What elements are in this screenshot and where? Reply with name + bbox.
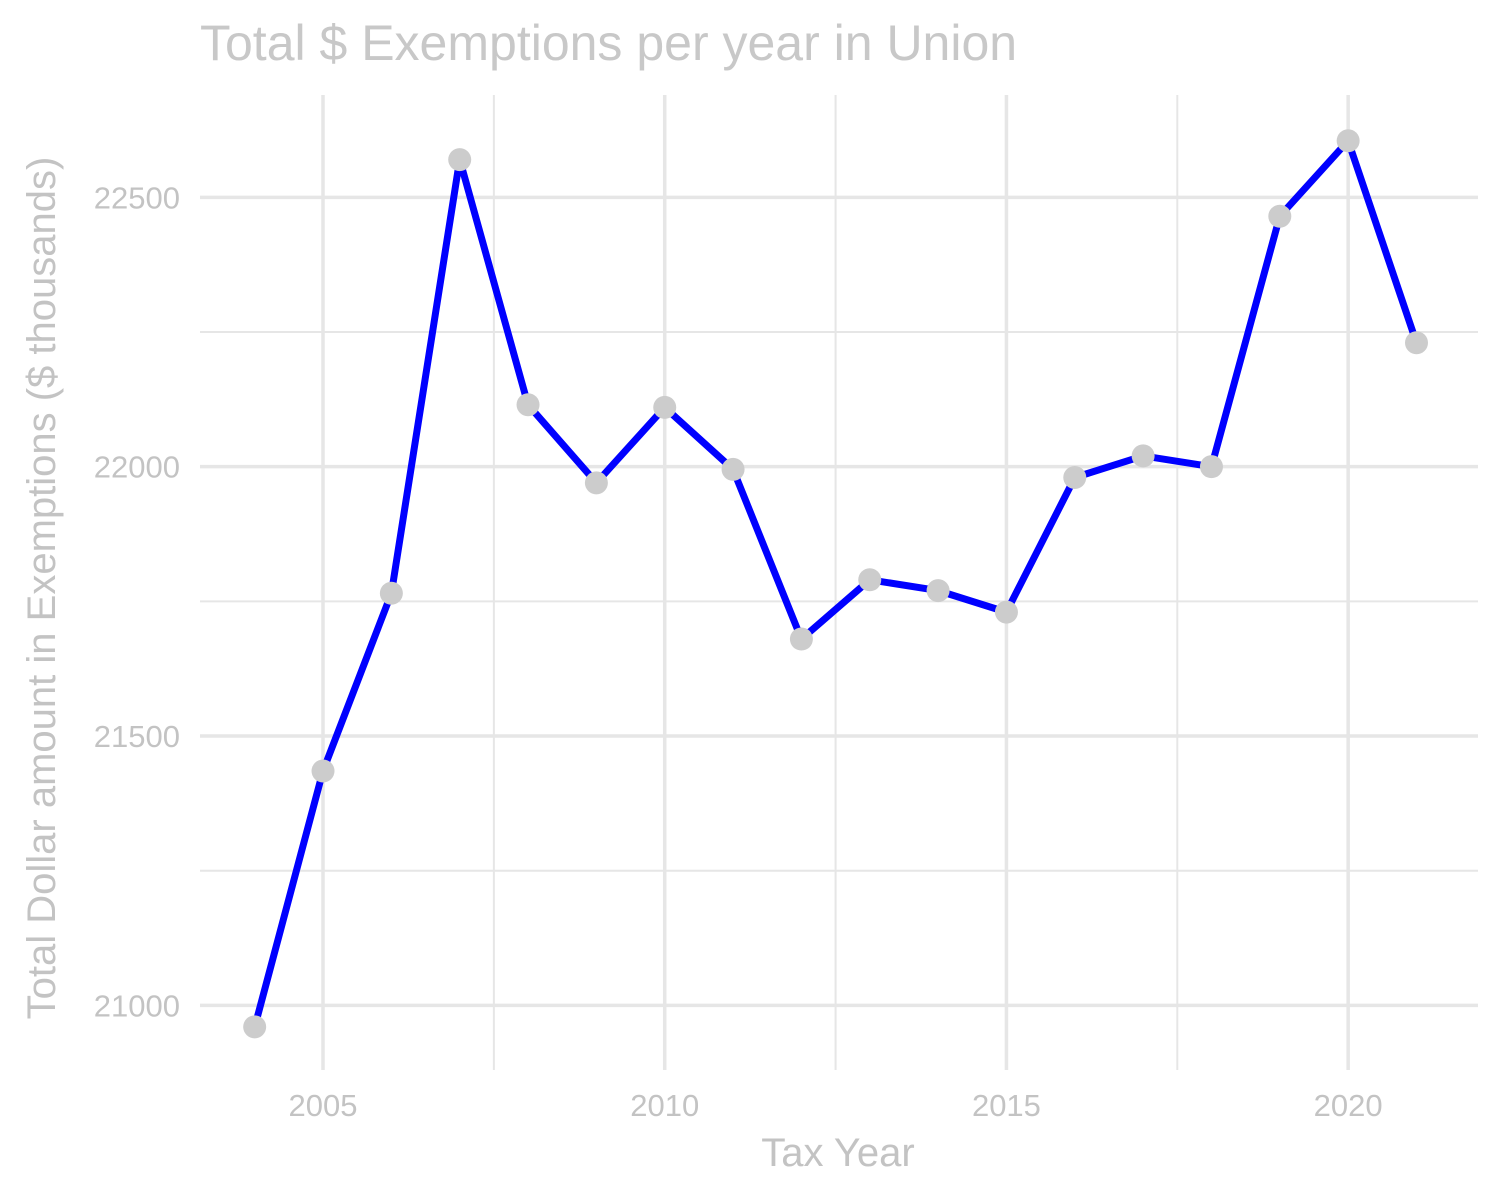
y-tick-label: 21000: [94, 988, 180, 1023]
x-axis-label: Tax Year: [761, 1131, 914, 1175]
data-point: [926, 579, 950, 603]
data-point: [379, 581, 403, 605]
x-tick-label: 2015: [972, 1088, 1041, 1123]
data-point: [1131, 444, 1155, 468]
y-tick-label: 22000: [94, 450, 180, 485]
y-tick-label: 21500: [94, 719, 180, 754]
x-tick-label: 2005: [289, 1088, 358, 1123]
y-axis-label: Total Dollar amount in Exemptions ($ tho…: [20, 157, 64, 1020]
data-point: [311, 759, 335, 783]
data-point: [994, 600, 1018, 624]
series-line: [251, 137, 1420, 1031]
data-point: [1404, 331, 1428, 355]
minor-gridlines: [200, 95, 1478, 1070]
data-point: [516, 393, 540, 417]
data-point: [1268, 204, 1292, 228]
chart-title: Total $ Exemptions per year in Union: [200, 15, 1018, 71]
data-point: [448, 148, 472, 172]
data-point: [1063, 465, 1087, 489]
y-axis-tick-labels: 21000 21500 22000 22500: [94, 180, 180, 1023]
data-point: [1336, 129, 1360, 153]
data-point: [858, 568, 882, 592]
data-points: [243, 129, 1428, 1039]
x-tick-label: 2020: [1314, 1088, 1383, 1123]
data-point: [653, 395, 677, 419]
data-point: [789, 627, 813, 651]
data-point: [1199, 455, 1223, 479]
data-point: [584, 471, 608, 495]
y-tick-label: 22500: [94, 180, 180, 215]
x-axis-tick-labels: 2005 2010 2015 2020: [289, 1088, 1383, 1123]
data-point: [243, 1015, 267, 1039]
data-point: [721, 457, 745, 481]
x-tick-label: 2010: [630, 1088, 699, 1123]
major-gridlines: [200, 95, 1478, 1070]
